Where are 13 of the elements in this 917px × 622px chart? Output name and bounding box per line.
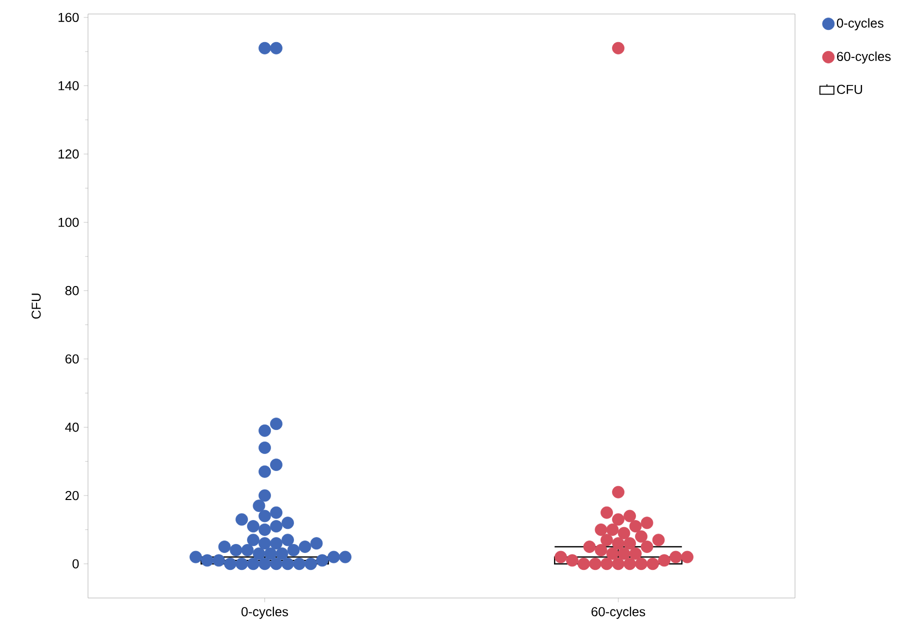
y-tick-label: 60 [65, 354, 79, 364]
y-tick-label: 20 [65, 490, 79, 500]
y-tick-label: 120 [58, 149, 79, 159]
y-axis-title: CFU [32, 294, 41, 319]
y-tick-label: 100 [58, 218, 79, 227]
legend-label: 0-cycles [836, 18, 884, 30]
y-tick-label: 40 [65, 422, 79, 432]
y-tick-label: 0 [72, 559, 79, 568]
legend-label: CFU [837, 84, 862, 94]
y-tick-label: 140 [58, 81, 79, 90]
legend-label: 60-cycles [837, 51, 891, 64]
y-tick-label: 80 [65, 286, 79, 296]
y-tick-label: 160 [58, 12, 79, 22]
